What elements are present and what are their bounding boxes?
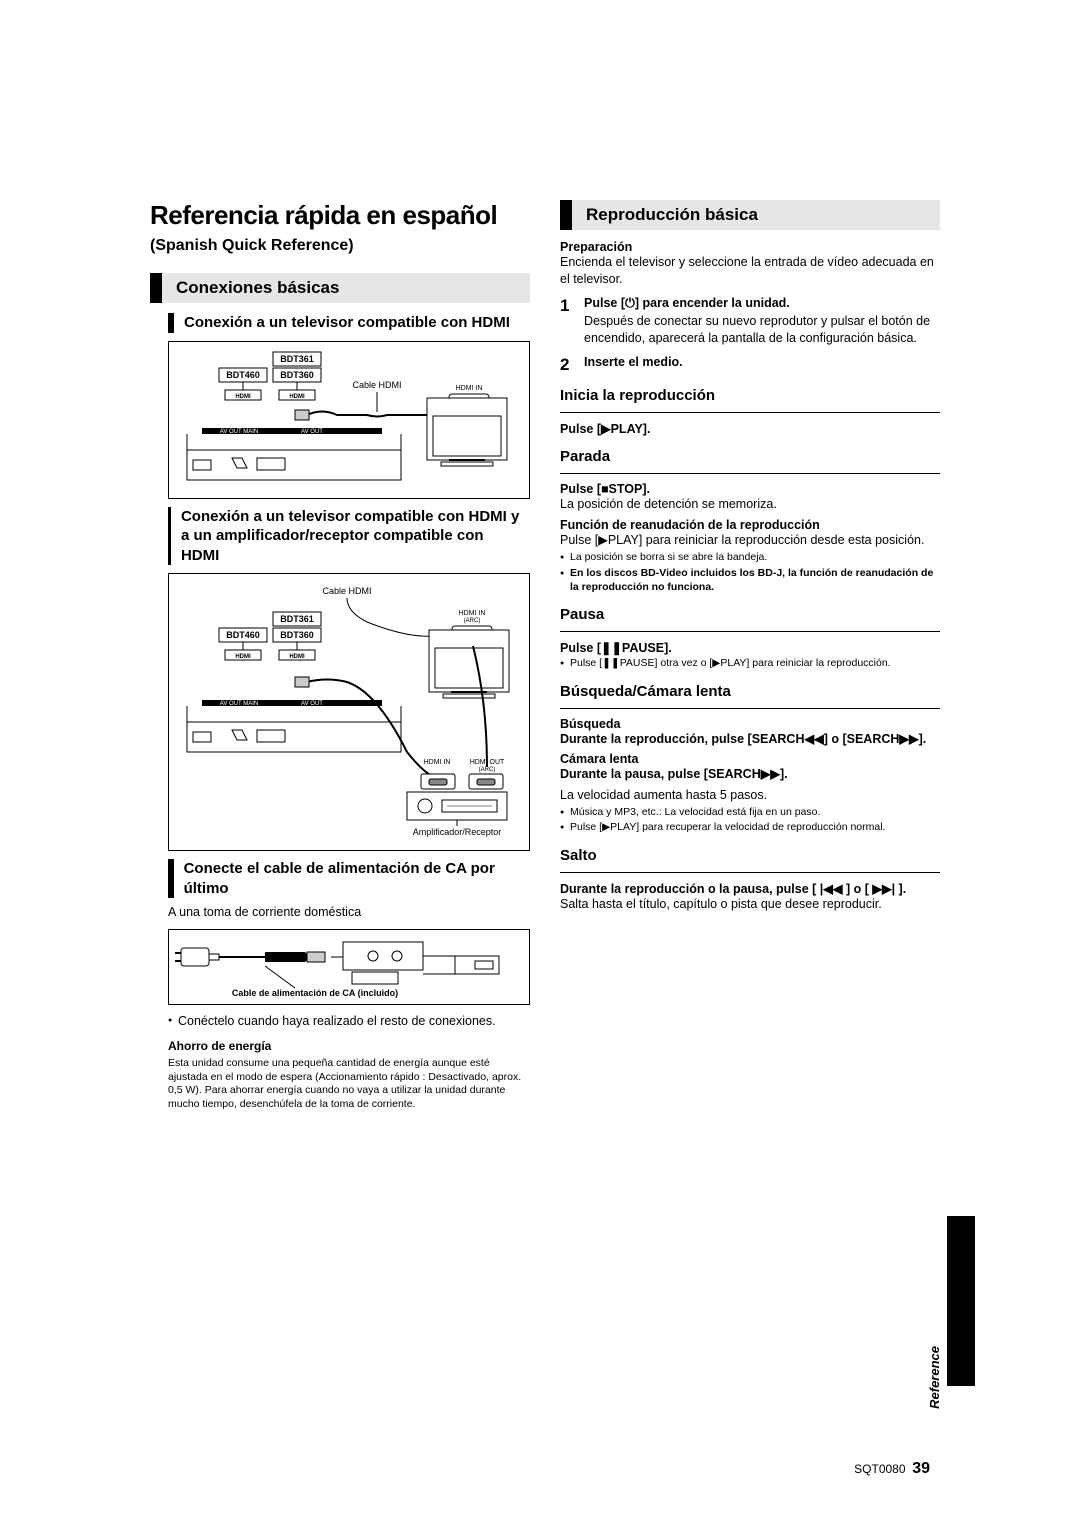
prep-text: Encienda el televisor y seleccione la en… [560,254,940,288]
h2-conexiones: Conexiones básicas [150,273,530,303]
stop-bold: Pulse [■STOP]. [560,482,940,496]
svg-text:AV OUT MAIN: AV OUT MAIN [220,429,258,435]
power-outlet-text: A una toma de corriente doméstica [150,904,530,921]
page-number: SQT0080 39 [854,1460,930,1478]
svg-text:HDMI IN: HDMI IN [456,385,483,392]
svg-text:BDT460: BDT460 [226,370,260,380]
energy-text: Esta unidad consume una pequeña cantidad… [150,1057,530,1112]
h4-salto: Salto [560,847,940,864]
stop-text: La posición de detención se memoriza. [560,496,940,513]
step1-bold: Pulse [⏻] para encender la unidad. [584,296,940,311]
step2-bold: Inserte el medio. [584,355,940,369]
side-tab [947,1216,975,1386]
step-1: 1 Pulse [⏻] para encender la unidad. Des… [560,296,940,347]
power-bullet-list: Conéctelo cuando haya realizado el resto… [150,1013,530,1029]
h3-tv-hdmi: Conexión a un televisor compatible con H… [168,313,530,333]
resume-text: Pulse [▶PLAY] para reiniciar la reproduc… [560,532,940,549]
h3-power: Conecte el cable de alimentación de CA p… [168,859,530,898]
h4-pausa: Pausa [560,606,940,623]
h2-reproduccion: Reproducción básica [560,200,940,230]
svg-text:(ARC): (ARC) [464,618,481,624]
speed-b1: Música y MP3, etc.: La velocidad está fi… [560,806,940,820]
slow-title: Cámara lenta [560,752,940,766]
skip-text: Salta hasta el título, capítulo o pista … [560,896,940,913]
h4-parada: Parada [560,448,940,465]
pause-bullets: Pulse [❚❚PAUSE] otra vez o [▶PLAY] para … [560,657,940,671]
resume-bullets: La posición se borra si se abre la bande… [560,551,940,594]
h4-inicia: Inicia la reproducción [560,387,940,404]
svg-text:(ARC): (ARC) [479,767,496,773]
svg-text:HDMI: HDMI [235,654,251,660]
diagram-tv-hdmi: BDT361 BDT460 BDT360 HDMI HDMI Cable HDM… [168,341,530,499]
step-2: 2 Inserte el medio. [560,355,940,375]
speed-b2: Pulse [▶PLAY] para recuperar la velocida… [560,821,940,835]
left-column: Referencia rápida en español (Spanish Qu… [150,200,530,1112]
h3-tv-hdmi-amp: Conexión a un televisor compatible con H… [168,507,530,566]
svg-text:Amplificador/Receptor: Amplificador/Receptor [413,827,502,837]
side-label: Reference [927,1346,942,1409]
resume-bold: Función de reanudación de la reproducció… [560,518,940,532]
diagram-tv-hdmi-svg: BDT361 BDT460 BDT360 HDMI HDMI Cable HDM… [177,350,517,490]
prep-title: Preparación [560,240,940,254]
svg-text:BDT360: BDT360 [280,630,314,640]
diagram-power-svg: AC IN ～ Cable de alimentación de CA (inc… [175,936,505,998]
svg-text:Cable de alimentación de CA (i: Cable de alimentación de CA (incluido) [232,988,398,998]
svg-text:HDMI: HDMI [289,654,305,660]
svg-text:HDMI: HDMI [235,394,251,400]
diagram-tv-hdmi-amp-svg: Cable HDMI HDMI IN (ARC) BDT361 BDT460 B… [177,582,517,842]
play-bold: Pulse [▶PLAY]. [560,421,940,436]
right-column: Reproducción básica Preparación Encienda… [560,200,940,1112]
diagram-tv-hdmi-amp: Cable HDMI HDMI IN (ARC) BDT361 BDT460 B… [168,573,530,851]
svg-text:Cable HDMI: Cable HDMI [322,586,371,596]
svg-text:BDT361: BDT361 [280,614,314,624]
search-title: Búsqueda [560,717,940,731]
svg-text:HDMI IN: HDMI IN [459,610,486,617]
speed-bullets: Música y MP3, etc.: La velocidad está fi… [560,806,940,835]
svg-text:HDMI: HDMI [289,394,305,400]
energy-title: Ahorro de energía [150,1039,530,1053]
page-subtitle: (Spanish Quick Reference) [150,237,530,255]
skip-bold: Durante la reproducción o la pausa, puls… [560,881,940,896]
page-title: Referencia rápida en español [150,200,530,231]
svg-text:HDMI IN: HDMI IN [424,759,451,766]
svg-text:AV OUT: AV OUT [301,429,323,435]
svg-text:HDMI OUT: HDMI OUT [470,759,505,766]
h4-busqueda: Búsqueda/Cámara lenta [560,683,940,700]
pause-b1: Pulse [❚❚PAUSE] otra vez o [▶PLAY] para … [560,657,940,671]
resume-b1: La posición se borra si se abre la bande… [560,551,940,565]
svg-text:Cable HDMI: Cable HDMI [352,380,401,390]
slow-bold: Durante la pausa, pulse [SEARCH▶▶]. [560,766,940,781]
svg-text:BDT361: BDT361 [280,354,314,364]
power-bullet: Conéctelo cuando haya realizado el resto… [168,1013,530,1029]
step1-text: Después de conectar su nuevo reprodutor … [584,313,940,347]
svg-text:BDT460: BDT460 [226,630,260,640]
diagram-power: AC IN ～ Cable de alimentación de CA (inc… [168,929,530,1005]
svg-text:AV OUT MAIN: AV OUT MAIN [220,701,258,707]
resume-b2: En los discos BD-Video incluidos los BD-… [560,567,940,594]
pause-bold: Pulse [❚❚PAUSE]. [560,640,940,655]
svg-text:BDT360: BDT360 [280,370,314,380]
svg-text:AV OUT: AV OUT [301,701,323,707]
search-bold: Durante la reproducción, pulse [SEARCH◀◀… [560,731,940,746]
speed-text: La velocidad aumenta hasta 5 pasos. [560,787,940,804]
